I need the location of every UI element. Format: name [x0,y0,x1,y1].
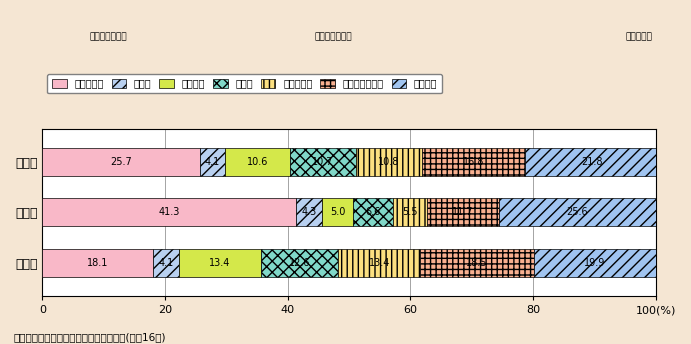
Text: 10.7: 10.7 [312,157,334,166]
Bar [533,249,656,277]
Text: 25.6: 25.6 [567,207,588,217]
Bar [225,148,290,175]
Text: 資料：厚生労働省「国民生活基礎調査」(平成16年): 資料：厚生労働省「国民生活基礎調査」(平成16年) [14,333,167,343]
Bar [338,249,420,277]
Text: 18.5: 18.5 [466,258,488,268]
Bar [42,148,200,175]
Bar [422,148,525,175]
Text: 11.7: 11.7 [452,207,473,217]
Bar [42,198,296,226]
Text: 4.1: 4.1 [158,258,173,268]
Text: 25.7: 25.7 [111,157,132,166]
Bar [178,249,261,277]
Text: 5.5: 5.5 [402,207,418,217]
Text: 19.9: 19.9 [584,258,605,268]
Bar [420,249,533,277]
Text: 5.0: 5.0 [330,207,345,217]
Text: 21.8: 21.8 [581,157,603,166]
Text: 4.1: 4.1 [205,157,220,166]
Text: 10.6: 10.6 [247,157,268,166]
Bar [42,249,153,277]
Bar [261,249,338,277]
Bar [356,148,422,175]
Bar [290,148,356,175]
Text: 16.8: 16.8 [463,157,484,166]
Bar [499,198,656,226]
Bar [200,148,225,175]
Bar [153,249,178,277]
Bar [353,198,393,226]
Bar [427,198,499,226]
Text: （リウマチ等）: （リウマチ等） [314,33,352,42]
Text: 18.1: 18.1 [87,258,108,268]
Bar [322,198,353,226]
Bar [525,148,659,175]
Text: （脳卒中など）: （脳卒中など） [90,33,127,42]
Text: 13.4: 13.4 [368,258,390,268]
Text: 6.6: 6.6 [366,207,381,217]
Text: 10.8: 10.8 [378,157,399,166]
Text: 41.3: 41.3 [158,207,180,217]
Bar [296,198,322,226]
Text: 13.4: 13.4 [209,258,230,268]
Text: 12.6: 12.6 [289,258,310,268]
Text: 不明・不詳: 不明・不詳 [625,33,652,42]
Text: 4.3: 4.3 [301,207,316,217]
Bar [393,198,427,226]
Legend: 脳血管疾患, 心臓病, 関節疾患, 認知症, 骨折・転倒, 高齢による衰弱, その他・: 脳血管疾患, 心臓病, 関節疾患, 認知症, 骨折・転倒, 高齢による衰弱, そ… [47,74,442,94]
